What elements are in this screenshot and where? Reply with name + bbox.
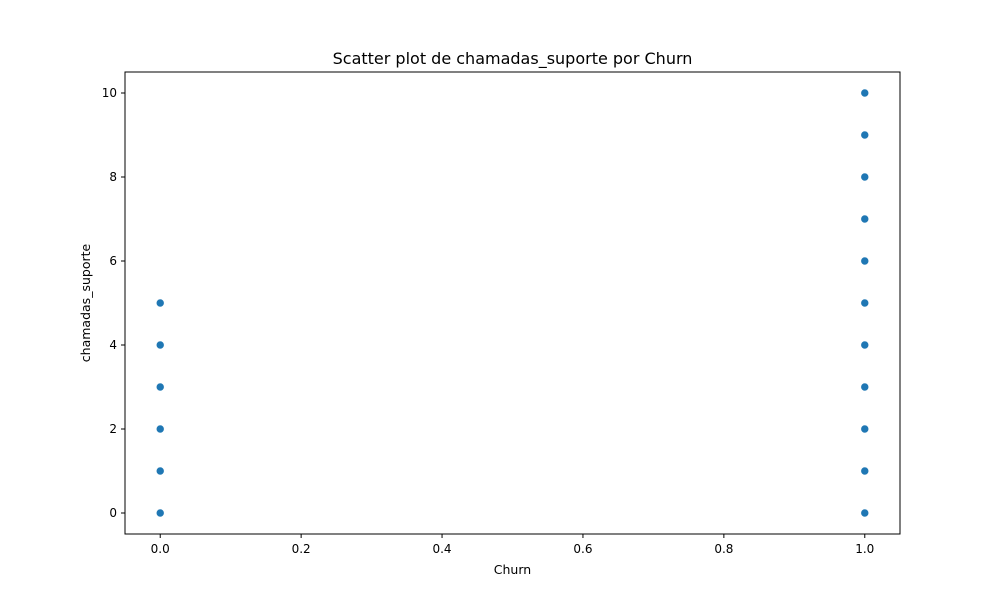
- chart-title: Scatter plot de chamadas_suporte por Chu…: [333, 49, 693, 69]
- data-point: [860, 172, 870, 182]
- y-axis: 0 2 4 6 8 10: [102, 86, 125, 520]
- x-tick-label: 0.4: [432, 542, 451, 556]
- data-point: [155, 508, 165, 518]
- x-tick-label: 0.8: [714, 542, 733, 556]
- x-tick-label: 0.0: [151, 542, 170, 556]
- y-tick-label: 6: [109, 254, 117, 268]
- y-tick-label: 2: [109, 422, 117, 436]
- data-point: [155, 382, 165, 392]
- data-point: [155, 340, 165, 350]
- plot-area: [124, 71, 901, 535]
- data-points: [155, 88, 870, 518]
- data-point: [155, 466, 165, 476]
- data-point: [155, 298, 165, 308]
- data-point: [860, 256, 870, 266]
- data-point: [860, 340, 870, 350]
- data-point: [860, 214, 870, 224]
- x-tick-label: 1.0: [855, 542, 874, 556]
- y-tick-label: 8: [109, 170, 117, 184]
- x-tick-label: 0.2: [292, 542, 311, 556]
- y-tick-label: 4: [109, 338, 117, 352]
- y-axis-label: chamadas_suporte: [78, 243, 93, 362]
- data-point: [860, 466, 870, 476]
- x-tick-label: 0.6: [573, 542, 592, 556]
- data-point: [860, 424, 870, 434]
- data-point: [860, 88, 870, 98]
- data-point: [155, 424, 165, 434]
- data-point: [860, 130, 870, 140]
- data-point: [860, 298, 870, 308]
- x-axis: 0.0 0.2 0.4 0.6 0.8 1.0: [151, 534, 874, 556]
- y-tick-label: 10: [102, 86, 117, 100]
- data-point: [860, 382, 870, 392]
- y-tick-label: 0: [109, 506, 117, 520]
- x-axis-label: Churn: [494, 562, 531, 577]
- data-point: [860, 508, 870, 518]
